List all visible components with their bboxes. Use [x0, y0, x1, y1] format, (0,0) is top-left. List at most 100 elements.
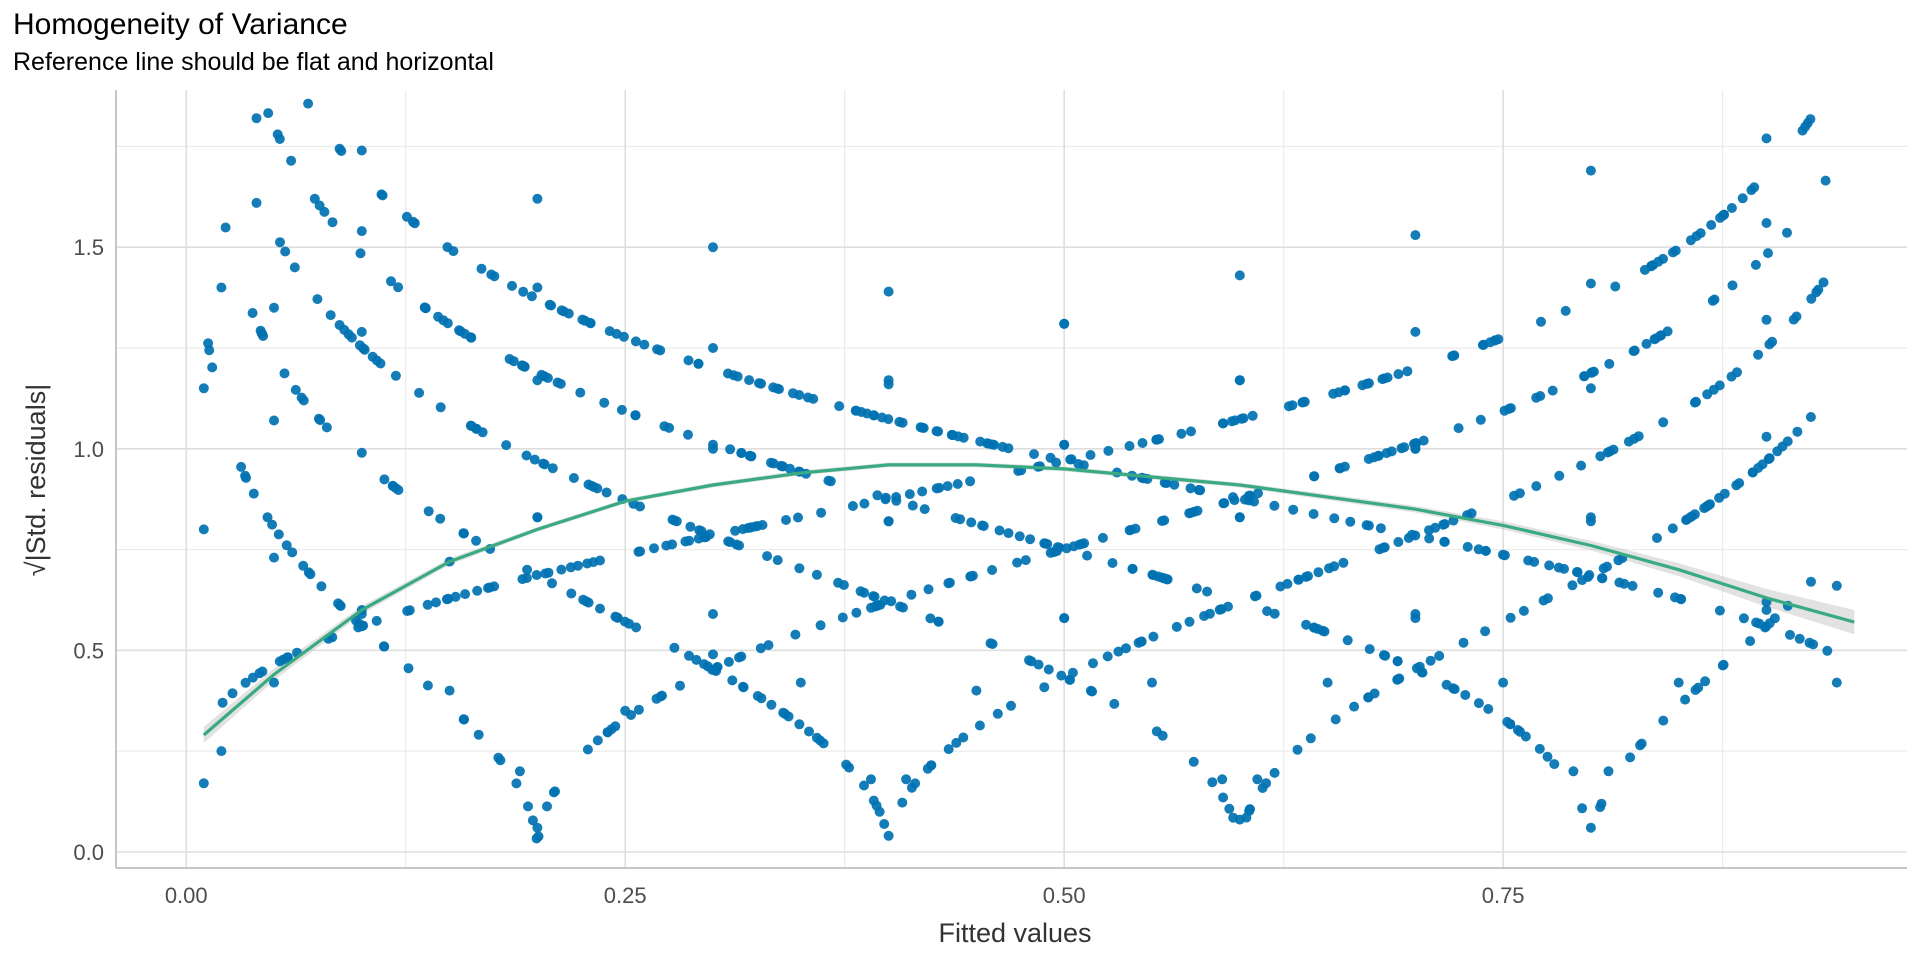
data-point — [1207, 777, 1218, 788]
data-point — [1392, 656, 1403, 667]
data-point — [750, 521, 761, 532]
data-point — [1393, 674, 1404, 685]
data-point — [1191, 583, 1202, 594]
data-point — [484, 582, 495, 593]
data-point — [471, 423, 482, 434]
data-point — [907, 500, 918, 511]
data-point — [1761, 314, 1772, 325]
data-point — [788, 388, 798, 399]
data-point — [933, 616, 944, 627]
data-point — [894, 416, 905, 427]
data-point — [1006, 700, 1016, 711]
data-point — [1061, 543, 1072, 554]
data-point — [872, 490, 883, 501]
data-point — [1124, 525, 1135, 536]
data-point — [414, 387, 425, 398]
data-point — [669, 642, 680, 653]
data-point — [458, 714, 469, 725]
data-point — [547, 463, 558, 474]
data-point — [1424, 533, 1435, 544]
data-point — [754, 378, 764, 389]
data-point — [393, 282, 404, 293]
data-point — [1544, 560, 1555, 571]
data-point — [1685, 235, 1696, 246]
data-point — [582, 744, 593, 755]
data-point — [448, 246, 459, 257]
data-point — [965, 476, 976, 487]
data-point — [514, 766, 525, 777]
data-point — [943, 744, 954, 755]
data-point — [1148, 631, 1159, 642]
data-point — [1719, 209, 1730, 220]
data-point — [992, 708, 1003, 719]
data-point — [883, 516, 894, 527]
data-point — [422, 599, 433, 610]
data-point — [1338, 557, 1349, 568]
data-point — [1706, 220, 1717, 230]
data-point — [476, 263, 487, 274]
data-point — [286, 155, 297, 166]
data-point — [1329, 513, 1340, 524]
data-point — [1393, 369, 1404, 380]
data-point — [1497, 549, 1508, 560]
data-point — [251, 113, 262, 124]
data-point — [1714, 605, 1725, 616]
data-point — [847, 501, 858, 511]
data-point — [1753, 463, 1764, 473]
data-point — [1137, 438, 1148, 448]
data-point — [897, 797, 908, 808]
data-point — [1547, 385, 1558, 396]
data-point — [1012, 557, 1023, 568]
data-point — [240, 677, 251, 688]
data-point — [1159, 477, 1170, 488]
data-point — [877, 412, 887, 423]
data-point — [435, 513, 446, 524]
data-point — [855, 586, 866, 597]
data-point — [987, 439, 998, 450]
data-point — [1193, 485, 1204, 495]
data-point — [1553, 562, 1564, 573]
data-point — [387, 480, 398, 491]
data-point — [422, 680, 433, 691]
data-point — [684, 650, 694, 661]
data-point — [599, 397, 610, 408]
data-point — [738, 681, 748, 692]
data-point — [198, 383, 209, 394]
data-point — [371, 355, 382, 366]
data-point — [1745, 636, 1756, 647]
data-point — [376, 189, 387, 200]
data-point — [420, 303, 431, 314]
data-point — [906, 589, 917, 600]
data-point — [883, 286, 894, 297]
data-point — [305, 569, 316, 580]
data-point — [708, 609, 718, 619]
data-point — [583, 479, 594, 490]
data-point — [1261, 778, 1272, 789]
data-point — [1473, 544, 1484, 555]
data-point — [811, 569, 822, 580]
data-point — [1602, 447, 1613, 458]
data-point — [1515, 726, 1525, 737]
data-point — [763, 640, 774, 651]
data-point — [768, 382, 779, 393]
data-point — [879, 819, 890, 829]
data-point — [281, 540, 292, 551]
data-point — [1610, 281, 1621, 292]
data-point — [630, 336, 641, 347]
data-point — [1364, 644, 1375, 655]
data-point — [216, 746, 227, 757]
data-point — [240, 470, 251, 481]
data-point — [1700, 676, 1711, 687]
data-point — [631, 622, 642, 633]
data-point — [657, 690, 667, 701]
data-point — [1480, 626, 1491, 637]
data-point — [1448, 350, 1459, 361]
data-point — [592, 735, 603, 746]
data-point — [943, 578, 954, 589]
data-point — [1309, 622, 1320, 633]
data-point — [207, 362, 218, 373]
y-tick-label: 0.5 — [73, 638, 104, 663]
data-point — [472, 585, 483, 596]
data-point — [1727, 280, 1738, 291]
x-tick-label: 0.00 — [165, 883, 208, 908]
